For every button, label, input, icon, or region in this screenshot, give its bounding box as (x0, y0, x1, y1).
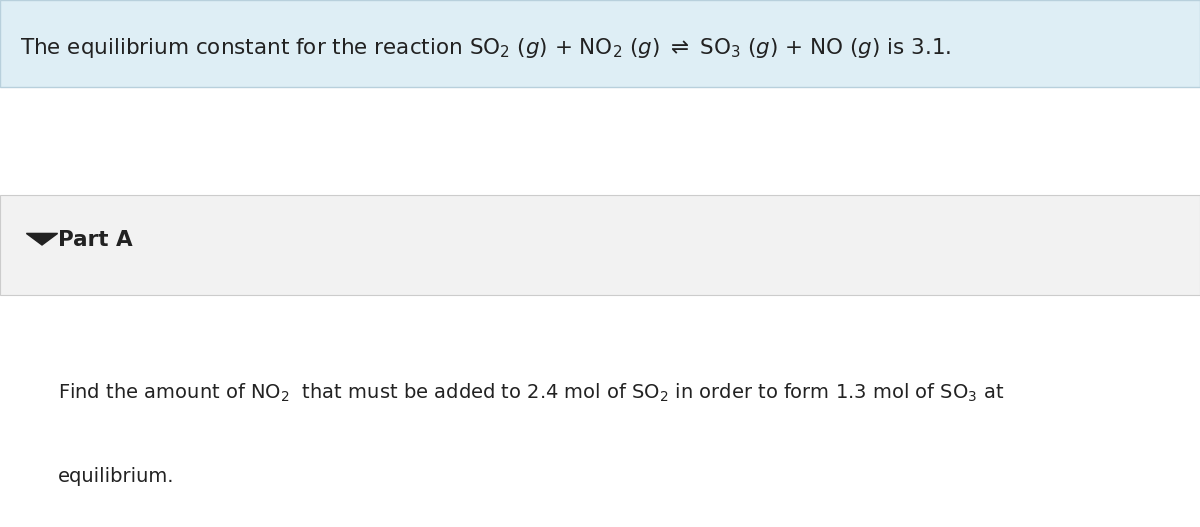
Text: equilibrium.: equilibrium. (58, 467, 174, 486)
FancyBboxPatch shape (0, 195, 1200, 295)
Polygon shape (26, 233, 58, 245)
Text: Part A: Part A (58, 230, 132, 250)
Text: The equilibrium constant for the reaction $\mathrm{SO_2}$ ($g$) $+$ $\mathrm{NO_: The equilibrium constant for the reactio… (20, 36, 952, 61)
Text: Find the amount of $\mathrm{NO_2}$  that must be added to 2.4 $\mathrm{mol}$ of : Find the amount of $\mathrm{NO_2}$ that … (58, 382, 1004, 404)
FancyBboxPatch shape (0, 0, 1200, 87)
